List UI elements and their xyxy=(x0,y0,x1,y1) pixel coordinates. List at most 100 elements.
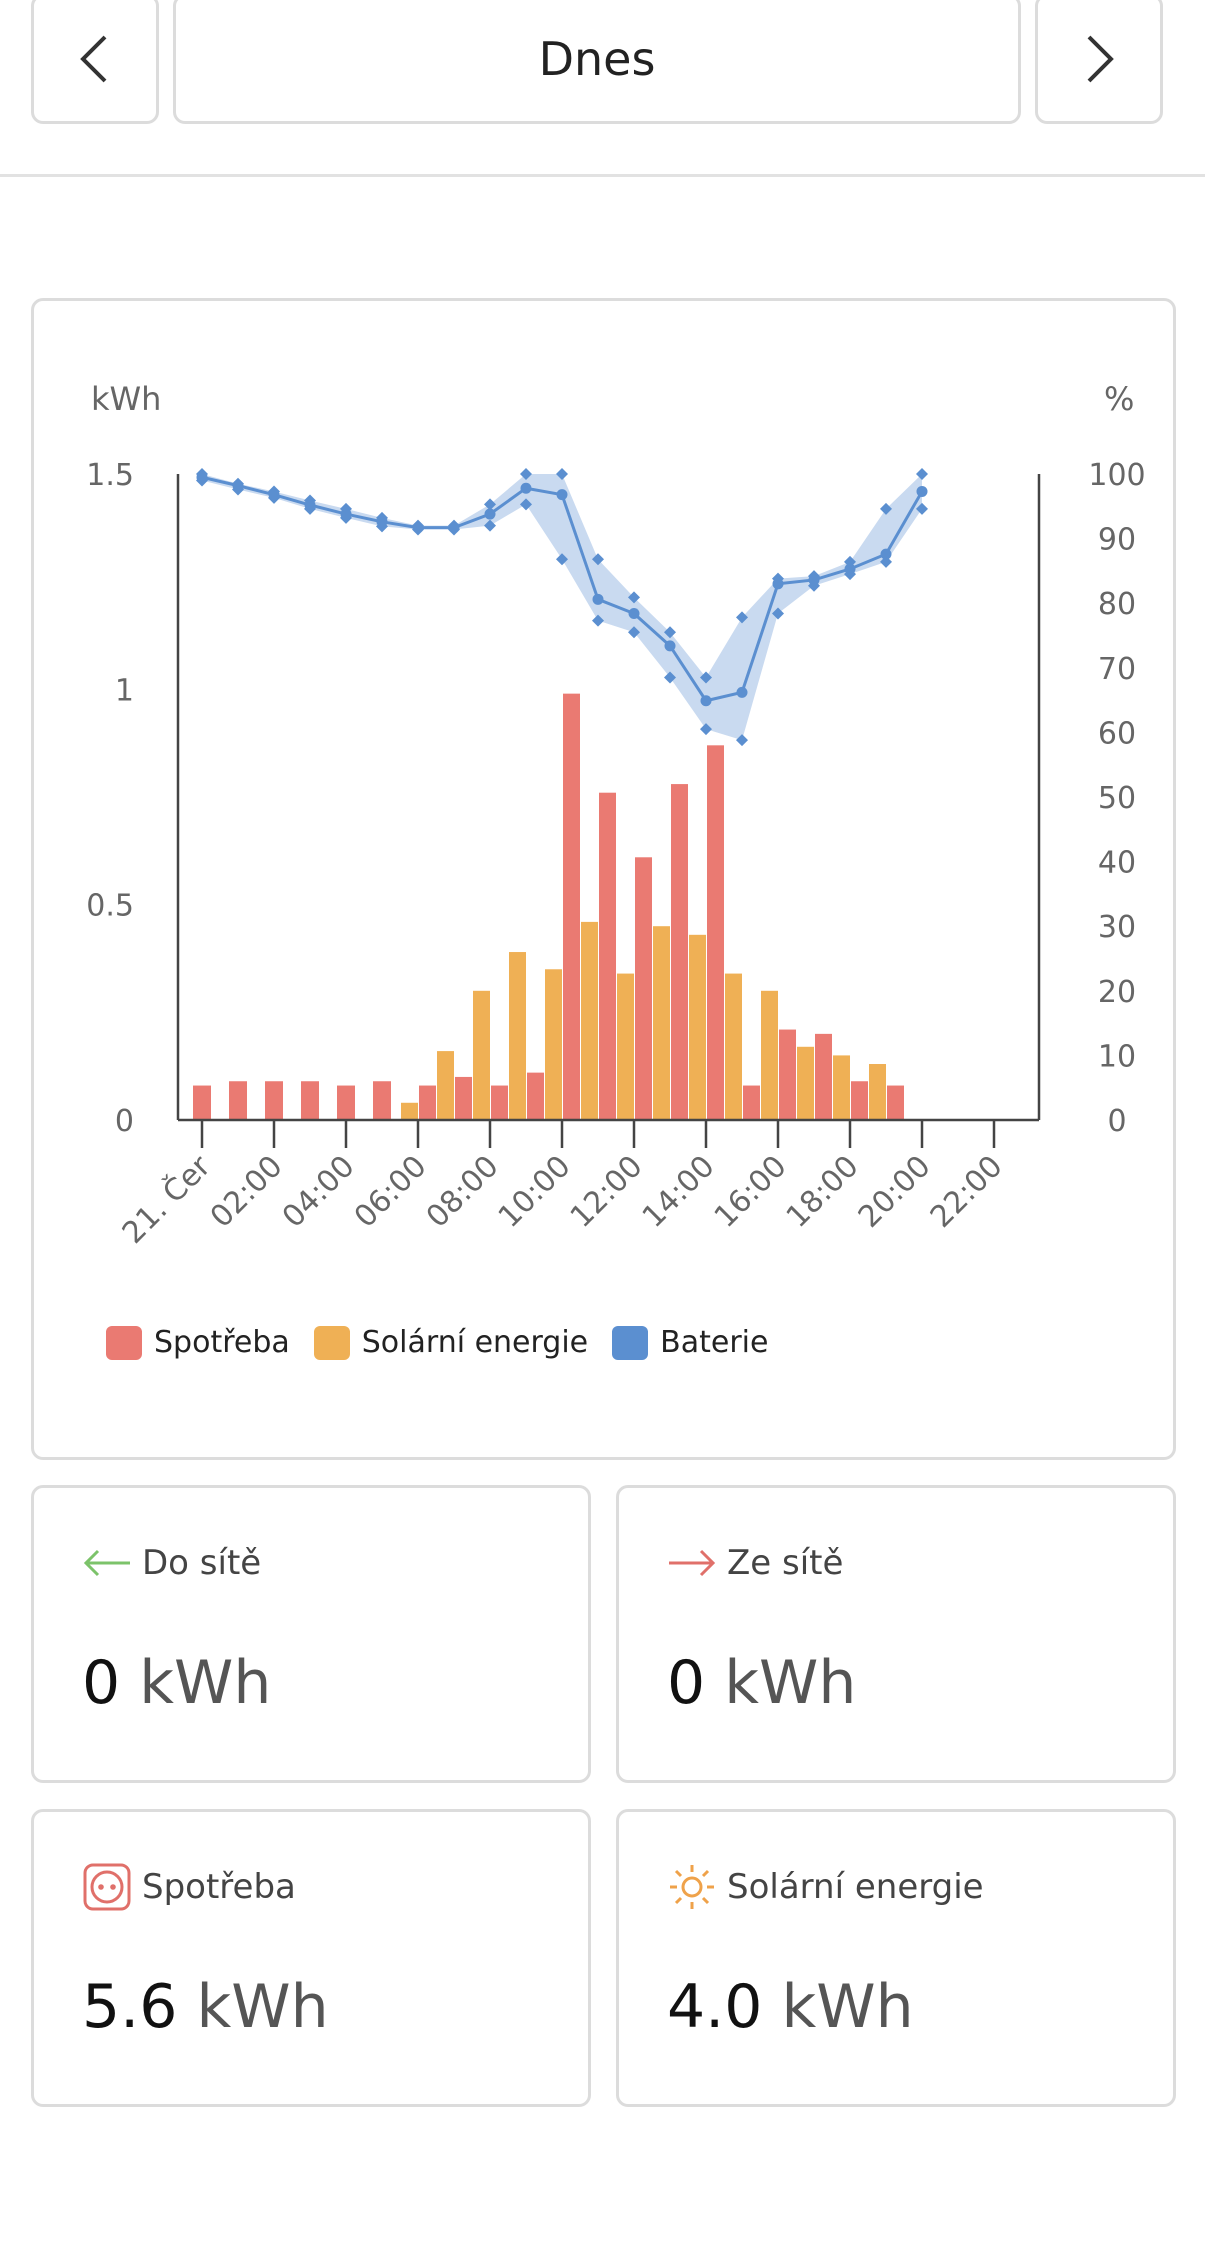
solar-bar xyxy=(473,990,490,1120)
date-selector-button[interactable]: Dnes xyxy=(173,0,1021,124)
consumption-swatch xyxy=(106,1325,142,1360)
battery-point xyxy=(916,485,928,497)
solar-swatch xyxy=(313,1325,350,1360)
y-right-tick-label: 10 xyxy=(1098,1039,1136,1074)
consumption-bar xyxy=(815,1033,832,1120)
battery-point xyxy=(304,499,316,511)
battery-point xyxy=(592,593,604,605)
x-tick-label: 20:00 xyxy=(852,1149,938,1235)
battery-range-marker xyxy=(736,734,748,747)
battery-range-marker xyxy=(520,498,532,511)
battery-range-marker xyxy=(916,468,928,480)
consumption-bar xyxy=(193,1085,211,1120)
from-grid-value: 0 kWh xyxy=(667,1648,856,1718)
from-grid-label: Ze sítě xyxy=(727,1543,844,1583)
value-unit: kWh xyxy=(781,1972,914,2042)
y-right-tick-label: 20 xyxy=(1098,975,1136,1010)
solar-bar xyxy=(509,952,526,1120)
consumption-bar xyxy=(851,1081,868,1120)
battery-range-marker xyxy=(700,723,712,736)
solar-bar xyxy=(581,921,598,1120)
consumption-bar xyxy=(779,1029,796,1120)
battery-point xyxy=(412,522,424,534)
solar-bar xyxy=(653,926,670,1120)
consumption-bar xyxy=(419,1085,436,1120)
battery-range-marker xyxy=(772,607,784,620)
to-grid-label: Do sítě xyxy=(142,1543,262,1583)
legend-item-solar[interactable]: Solární energie xyxy=(313,1325,589,1360)
legend-label: Solární energie xyxy=(361,1325,589,1360)
arrow-left-icon xyxy=(82,1538,132,1588)
battery-point xyxy=(844,563,856,575)
energy-chart-card: kWh % 1.5 1 0.5 0 100 90 80 70 60 50 40 30 20 10 0 21… xyxy=(31,298,1176,1460)
battery-range-marker xyxy=(700,671,712,684)
battery-range-marker xyxy=(664,626,676,639)
consumption-bar xyxy=(671,784,688,1120)
y-left-tick-label: 1.5 xyxy=(86,458,134,493)
battery-point xyxy=(808,574,820,586)
consumption-bar xyxy=(743,1085,760,1120)
consumption-bar xyxy=(527,1072,544,1120)
solar-bar xyxy=(689,934,706,1120)
y-right-tick-label: 30 xyxy=(1098,910,1136,945)
next-day-button[interactable] xyxy=(1035,0,1163,124)
value-number: 4.0 xyxy=(667,1972,763,2042)
battery-range-marker xyxy=(520,468,532,480)
y-right-tick-label: 40 xyxy=(1098,846,1136,881)
battery-point xyxy=(664,640,676,652)
battery-point xyxy=(772,578,784,590)
battery-range-marker xyxy=(484,498,496,511)
battery-range-marker xyxy=(880,555,892,568)
consumption-label: Spotřeba xyxy=(142,1867,296,1907)
y-right-axis-label: % xyxy=(1104,380,1134,418)
consumption-card[interactable]: Spotřeba 5.6 kWh xyxy=(31,1809,591,2107)
solar-header: Solární energie xyxy=(667,1862,984,1912)
chevron-left-icon xyxy=(80,35,107,83)
consumption-bar xyxy=(635,857,652,1120)
y-right-tick-label: 50 xyxy=(1098,781,1136,816)
to-grid-value: 0 kWh xyxy=(82,1648,271,1718)
consumption-bar xyxy=(599,792,616,1120)
x-tick-label: 18:00 xyxy=(780,1149,866,1235)
value-unit: kWh xyxy=(724,1648,857,1718)
y-right-tick-label: 0 xyxy=(1107,1104,1126,1139)
previous-day-button[interactable] xyxy=(31,0,159,124)
x-tick-label: 08:00 xyxy=(420,1149,506,1235)
solar-label: Solární energie xyxy=(727,1867,984,1907)
value-number: 0 xyxy=(667,1648,706,1718)
x-tick-label: 21. Čer xyxy=(114,1147,218,1251)
battery-swatch xyxy=(612,1325,649,1360)
consumption-bar xyxy=(563,693,580,1120)
battery-point xyxy=(232,480,244,492)
value-unit: kWh xyxy=(139,1648,272,1718)
consumption-bar xyxy=(301,1081,319,1120)
y-left-tick-label: 0.5 xyxy=(86,889,134,924)
battery-range-marker xyxy=(916,502,928,515)
battery-point xyxy=(880,548,892,560)
battery-range-marker xyxy=(736,611,748,624)
legend-item-battery[interactable]: Baterie xyxy=(612,1325,768,1360)
battery-point xyxy=(556,489,568,501)
consumption-bar xyxy=(707,745,724,1120)
x-tick-label: 16:00 xyxy=(708,1149,794,1235)
battery-point xyxy=(340,508,352,520)
y-left-axis-label: kWh xyxy=(91,380,161,418)
to-grid-card[interactable]: Do sítě 0 kWh xyxy=(31,1485,591,1783)
battery-range-marker xyxy=(592,614,604,627)
chevron-right-icon xyxy=(1087,35,1114,83)
date-label: Dnes xyxy=(538,32,656,86)
legend-item-consumption[interactable]: Spotřeba xyxy=(106,1325,290,1360)
battery-range-marker xyxy=(556,468,568,480)
battery-range-marker xyxy=(592,553,604,566)
value-number: 0 xyxy=(82,1648,121,1718)
battery-range-marker xyxy=(880,502,892,515)
from-grid-card[interactable]: Ze sítě 0 kWh xyxy=(616,1485,1176,1783)
battery-point xyxy=(196,471,208,483)
consumption-bar xyxy=(373,1081,391,1120)
value-unit: kWh xyxy=(196,1972,329,2042)
y-right-tick-label: 100 xyxy=(1088,458,1145,493)
value-number: 5.6 xyxy=(82,1972,178,2042)
solar-card[interactable]: Solární energie 4.0 kWh xyxy=(616,1809,1176,2107)
consumption-bar xyxy=(491,1085,508,1120)
